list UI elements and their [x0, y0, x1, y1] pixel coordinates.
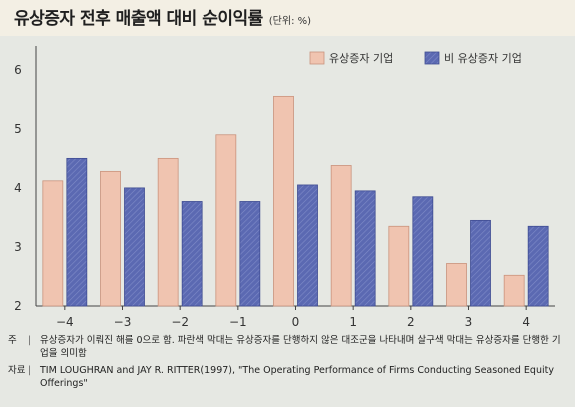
x-tick-label: −3 — [114, 315, 132, 329]
bar-offering-firm — [446, 263, 467, 307]
note-text: 유상증자가 이뤄진 해를 0으로 함. 파란색 막대는 유상증자를 단행하지 않… — [40, 335, 561, 359]
y-tick-label: 3 — [14, 240, 22, 254]
source-separator: | — [28, 365, 32, 376]
y-tick-label: 6 — [14, 63, 22, 77]
bar-non-offering-firm — [354, 190, 376, 307]
y-tick-label: 2 — [14, 299, 22, 313]
bar-offering-firm — [388, 225, 410, 307]
y-tick-label: 4 — [14, 181, 22, 195]
bar-offering-firm — [273, 95, 294, 307]
bar-offering-firm — [215, 134, 237, 307]
source-text: TIM LOUGHRAN and JAY R. RITTER(1997), "T… — [40, 365, 554, 389]
source-label: 자료 — [8, 365, 26, 376]
bar-offering-firm — [330, 165, 352, 307]
note-separator: | — [28, 335, 32, 346]
bar-non-offering-firm — [66, 157, 88, 307]
bar-non-offering-firm — [412, 196, 434, 307]
chart-notes: 주 | 유상증자가 이뤄진 해를 0으로 함. 파란색 막대는 유상증자를 단행… — [8, 334, 568, 390]
legend-label: 비 유상증자 기업 — [444, 52, 522, 65]
x-tick-label: 0 — [292, 315, 300, 329]
x-tick-label: −1 — [229, 315, 247, 329]
legend-label: 유상증자 기업 — [329, 52, 393, 65]
source-row: 자료 | TIM LOUGHRAN and JAY R. RITTER(1997… — [8, 364, 568, 390]
bar-non-offering-firm — [124, 187, 145, 307]
bar-offering-firm — [503, 274, 525, 307]
note-row: 주 | 유상증자가 이뤄진 해를 0으로 함. 파란색 막대는 유상증자를 단행… — [8, 334, 568, 360]
bar-non-offering-firm — [239, 201, 261, 307]
bar-offering-firm — [42, 180, 64, 307]
unit-label: (단위: %) — [268, 16, 312, 27]
y-tick-label: 5 — [14, 122, 22, 136]
x-tick-label: −4 — [56, 315, 74, 329]
legend-swatch — [424, 51, 440, 65]
x-tick-label: 4 — [522, 315, 530, 329]
bar-non-offering-firm — [181, 201, 203, 307]
bar-offering-firm — [157, 157, 179, 307]
x-tick-label: 3 — [465, 315, 473, 329]
chart-title: 유상증자 전후 매출액 대비 순이익률 — [14, 9, 263, 29]
note-label: 주 — [8, 335, 17, 346]
legend-swatch — [309, 51, 325, 65]
x-tick-label: 1 — [349, 315, 357, 329]
bar-non-offering-firm — [527, 225, 549, 307]
bar-offering-firm — [100, 170, 121, 307]
x-tick-label: −2 — [171, 315, 189, 329]
bar-chart: 2 3 4 5 6 −4 −3 −2 −1 0 1 2 3 4 유상증자 기업 비 유상증자 기업 — [14, 46, 555, 329]
title-row: 유상증자 전후 매출액 대비 순이익률 (단위: %) — [14, 4, 311, 29]
x-tick-label: 2 — [407, 315, 415, 329]
bar-non-offering-firm — [297, 184, 318, 307]
bar-non-offering-firm — [470, 219, 491, 307]
